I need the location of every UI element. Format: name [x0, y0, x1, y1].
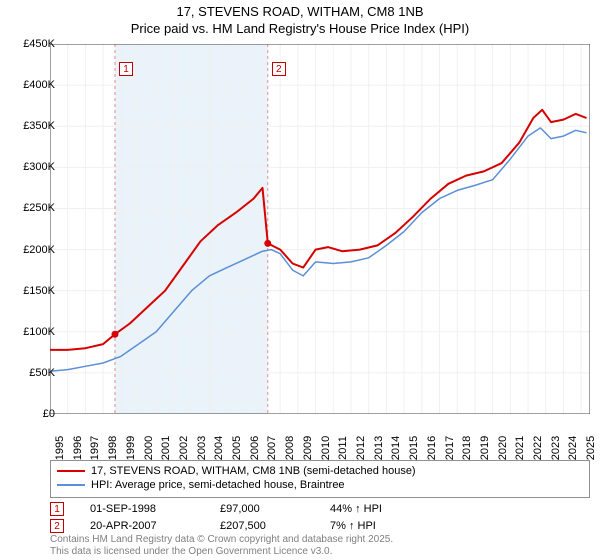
x-tick-label: 2023	[550, 436, 562, 460]
transaction-date: 01-SEP-1998	[90, 503, 220, 515]
x-tick-label: 2019	[479, 436, 491, 460]
y-tick-label: £50K	[29, 367, 55, 379]
legend: 17, STEVENS ROAD, WITHAM, CM8 1NB (semi-…	[50, 460, 590, 498]
x-tick-label: 1999	[125, 436, 137, 460]
y-tick-label: £200K	[23, 244, 55, 256]
chart-container: { "title": { "line1": "17, STEVENS ROAD,…	[0, 0, 600, 560]
x-tick-label: 2012	[355, 436, 367, 460]
chart-svg	[50, 44, 590, 414]
title-line-1: 17, STEVENS ROAD, WITHAM, CM8 1NB	[0, 4, 600, 21]
x-tick-label: 2015	[408, 436, 420, 460]
legend-swatch	[57, 484, 85, 486]
transaction-row: 1 01-SEP-1998 £97,000 44% ↑ HPI	[50, 502, 382, 516]
x-tick-label: 1998	[107, 436, 119, 460]
x-tick-label: 2010	[320, 436, 332, 460]
x-tick-label: 2016	[426, 436, 438, 460]
transaction-price: £207,500	[220, 520, 330, 532]
x-tick-label: 1996	[72, 436, 84, 460]
transaction-price: £97,000	[220, 503, 330, 515]
y-tick-label: £350K	[23, 120, 55, 132]
x-tick-label: 2000	[143, 436, 155, 460]
y-tick-label: £300K	[23, 161, 55, 173]
x-tick-label: 2007	[266, 436, 278, 460]
y-tick-label: £0	[43, 408, 55, 420]
x-tick-label: 2008	[284, 436, 296, 460]
x-tick-label: 2013	[373, 436, 385, 460]
legend-item: 17, STEVENS ROAD, WITHAM, CM8 1NB (semi-…	[57, 465, 583, 477]
y-tick-label: £100K	[23, 326, 55, 338]
footer-line-1: Contains HM Land Registry data © Crown c…	[50, 534, 393, 546]
y-tick-label: £150K	[23, 285, 55, 297]
title-line-2: Price paid vs. HM Land Registry's House …	[0, 21, 600, 38]
transaction-row: 2 20-APR-2007 £207,500 7% ↑ HPI	[50, 519, 382, 533]
x-tick-label: 2017	[444, 436, 456, 460]
x-tick-label: 2003	[196, 436, 208, 460]
y-tick-label: £250K	[23, 202, 55, 214]
x-tick-label: 2014	[390, 436, 402, 460]
x-tick-label: 1997	[89, 436, 101, 460]
x-tick-label: 2018	[461, 436, 473, 460]
transaction-marker: 2	[50, 519, 64, 533]
transactions-table: 1 01-SEP-1998 £97,000 44% ↑ HPI 2 20-APR…	[50, 502, 382, 536]
y-tick-label: £450K	[23, 38, 55, 50]
x-tick-label: 2025	[585, 436, 597, 460]
x-tick-label: 2011	[337, 436, 349, 460]
x-tick-label: 2020	[497, 436, 509, 460]
legend-swatch	[57, 470, 85, 472]
chart-title: 17, STEVENS ROAD, WITHAM, CM8 1NB Price …	[0, 0, 600, 38]
legend-label: HPI: Average price, semi-detached house,…	[91, 479, 345, 491]
legend-label: 17, STEVENS ROAD, WITHAM, CM8 1NB (semi-…	[91, 465, 416, 477]
x-tick-label: 2024	[567, 436, 579, 460]
x-tick-label: 2002	[178, 436, 190, 460]
transaction-marker: 1	[50, 502, 64, 516]
plot-area	[50, 44, 590, 414]
transaction-delta: 44% ↑ HPI	[330, 503, 382, 515]
x-tick-label: 1995	[54, 436, 66, 460]
y-tick-label: £400K	[23, 79, 55, 91]
x-tick-label: 2005	[231, 436, 243, 460]
chart-marker-label: 2	[272, 62, 286, 76]
legend-item: HPI: Average price, semi-detached house,…	[57, 479, 583, 491]
x-tick-label: 2021	[514, 436, 526, 460]
x-tick-label: 2004	[213, 436, 225, 460]
transaction-delta: 7% ↑ HPI	[330, 520, 376, 532]
x-tick-label: 2022	[532, 436, 544, 460]
chart-marker-label: 1	[119, 62, 133, 76]
transaction-date: 20-APR-2007	[90, 520, 220, 532]
footer-attribution: Contains HM Land Registry data © Crown c…	[50, 534, 393, 558]
footer-line-2: This data is licensed under the Open Gov…	[50, 546, 393, 558]
x-tick-label: 2006	[249, 436, 261, 460]
x-tick-label: 2009	[302, 436, 314, 460]
x-tick-label: 2001	[160, 436, 172, 460]
